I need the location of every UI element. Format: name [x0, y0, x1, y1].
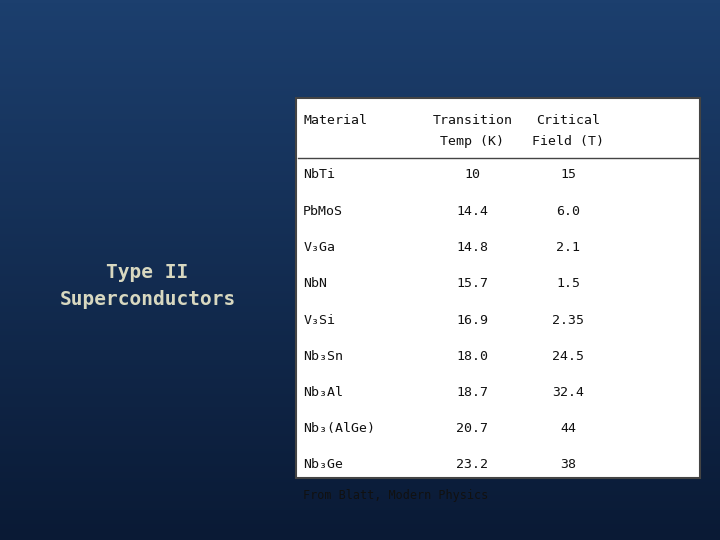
- Text: NbN: NbN: [303, 277, 327, 291]
- Text: 24.5: 24.5: [552, 350, 584, 363]
- Text: 2.35: 2.35: [552, 314, 584, 327]
- Text: V₃Ga: V₃Ga: [303, 241, 336, 254]
- Text: Nb₃Al: Nb₃Al: [303, 386, 343, 399]
- Text: Nb₃Sn: Nb₃Sn: [303, 350, 343, 363]
- Text: 2.1: 2.1: [556, 241, 580, 254]
- Text: Material: Material: [303, 113, 367, 126]
- Text: 10: 10: [464, 168, 480, 181]
- Text: Transition: Transition: [433, 113, 513, 126]
- Text: PbMoS: PbMoS: [303, 205, 343, 218]
- Text: 14.8: 14.8: [456, 241, 488, 254]
- Text: Temp (K): Temp (K): [441, 136, 505, 148]
- Text: 6.0: 6.0: [556, 205, 580, 218]
- Text: From Blatt, Modern Physics: From Blatt, Modern Physics: [303, 489, 488, 503]
- Text: Critical: Critical: [536, 113, 600, 126]
- Text: 15.7: 15.7: [456, 277, 488, 291]
- Text: 18.0: 18.0: [456, 350, 488, 363]
- Text: 23.2: 23.2: [456, 458, 488, 471]
- Text: 38: 38: [560, 458, 576, 471]
- Text: Nb₃Ge: Nb₃Ge: [303, 458, 343, 471]
- Text: V₃Si: V₃Si: [303, 314, 336, 327]
- Text: 1.5: 1.5: [556, 277, 580, 291]
- Text: 32.4: 32.4: [552, 386, 584, 399]
- Text: Field (T): Field (T): [532, 136, 604, 148]
- Text: NbTi: NbTi: [303, 168, 336, 181]
- Text: 20.7: 20.7: [456, 422, 488, 435]
- Text: 18.7: 18.7: [456, 386, 488, 399]
- Text: Nb₃(AlGe): Nb₃(AlGe): [303, 422, 375, 435]
- Text: 14.4: 14.4: [456, 205, 488, 218]
- Text: 44: 44: [560, 422, 576, 435]
- Text: 16.9: 16.9: [456, 314, 488, 327]
- Text: 15: 15: [560, 168, 576, 181]
- Text: Type II
Superconductors: Type II Superconductors: [60, 264, 235, 309]
